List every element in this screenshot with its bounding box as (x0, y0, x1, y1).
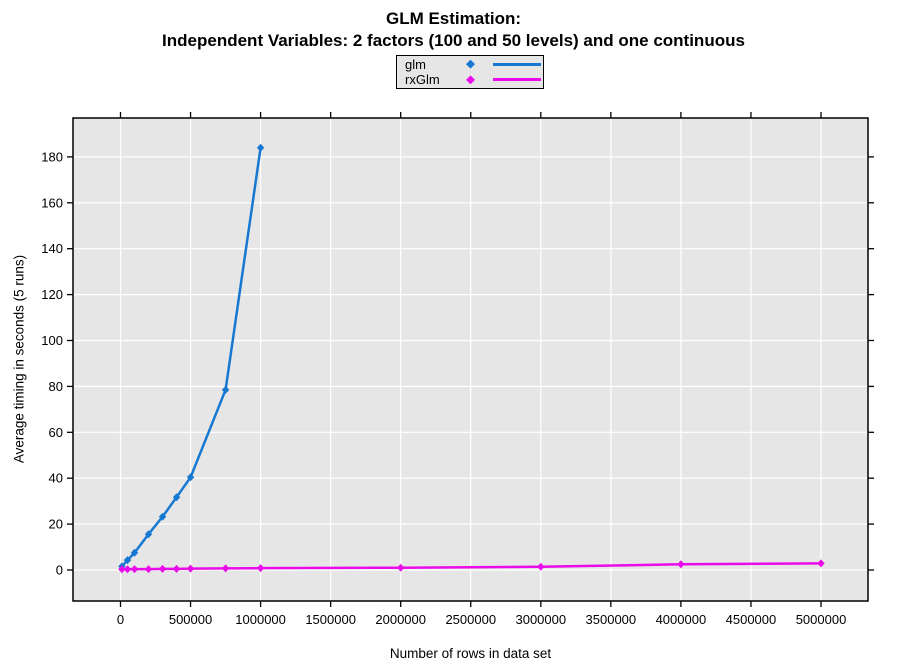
x-tick-label: 3500000 (586, 612, 637, 627)
series-point-rxGlm (172, 564, 181, 573)
legend-entry-rxglm: rxGlm (397, 72, 543, 87)
series-point-rxGlm (677, 560, 685, 569)
y-tick-label: 60 (49, 425, 63, 440)
series-point-rxGlm (118, 565, 126, 574)
x-tick-label: 4500000 (726, 612, 777, 627)
x-tick-label: 5000000 (796, 612, 847, 627)
legend-entry-glm: glm (397, 57, 543, 72)
series-point-glm (123, 556, 132, 565)
series-point-glm (221, 385, 230, 394)
series-point-rxGlm (123, 565, 132, 574)
series-point-rxGlm (144, 565, 153, 574)
y-tick-label: 80 (49, 379, 63, 394)
y-tick-label: 120 (41, 287, 63, 302)
glm-diamond-marker-icon (466, 59, 475, 69)
x-axis-label: Number of rows in data set (389, 646, 552, 661)
x-tick-label: 3000000 (515, 612, 566, 627)
legend-label-glm: glm (405, 56, 426, 72)
series-point-glm (186, 473, 195, 482)
y-tick-label: 0 (56, 563, 63, 578)
series-point-glm (172, 493, 181, 502)
chart-title-line1: GLM Estimation: (385, 9, 522, 28)
series-point-glm (144, 530, 153, 539)
series-point-glm (130, 548, 139, 557)
y-tick-label: 100 (41, 333, 63, 348)
series-point-rxGlm (186, 564, 195, 573)
legend-label-rxglm: rxGlm (405, 72, 440, 88)
y-tick-label: 140 (41, 241, 63, 256)
x-tick-label: 1000000 (235, 612, 286, 627)
y-tick-label: 40 (49, 471, 63, 486)
x-tick-label: 4000000 (656, 612, 707, 627)
series-point-rxGlm (158, 564, 167, 573)
series-point-rxGlm (397, 563, 405, 572)
x-tick-label: 500000 (169, 612, 212, 627)
rxglm-line-sample (493, 78, 541, 82)
y-tick-label: 180 (41, 149, 63, 164)
chart-title: GLM Estimation: Independent Variables: 2… (0, 8, 907, 52)
y-tick-label: 20 (49, 517, 63, 532)
legend: glm rxGlm (396, 55, 544, 89)
y-tick-label: 160 (41, 195, 63, 210)
x-tick-label: 2500000 (445, 612, 496, 627)
series-point-glm (158, 512, 167, 521)
series-point-rxGlm (537, 562, 545, 571)
series-point-rxGlm (256, 564, 265, 573)
x-tick-label: 0 (117, 612, 124, 627)
glm-line-sample (493, 62, 541, 66)
plot-border (72, 117, 869, 602)
series-point-rxGlm (817, 559, 825, 568)
chart-title-line2: Independent Variables: 2 factors (100 an… (162, 31, 745, 50)
series-point-glm (256, 143, 265, 152)
x-tick-label: 1500000 (305, 612, 356, 627)
x-tick-label: 2000000 (375, 612, 426, 627)
series-point-rxGlm (130, 565, 139, 574)
rxglm-diamond-marker-icon (466, 75, 475, 85)
series-point-rxGlm (221, 564, 230, 573)
